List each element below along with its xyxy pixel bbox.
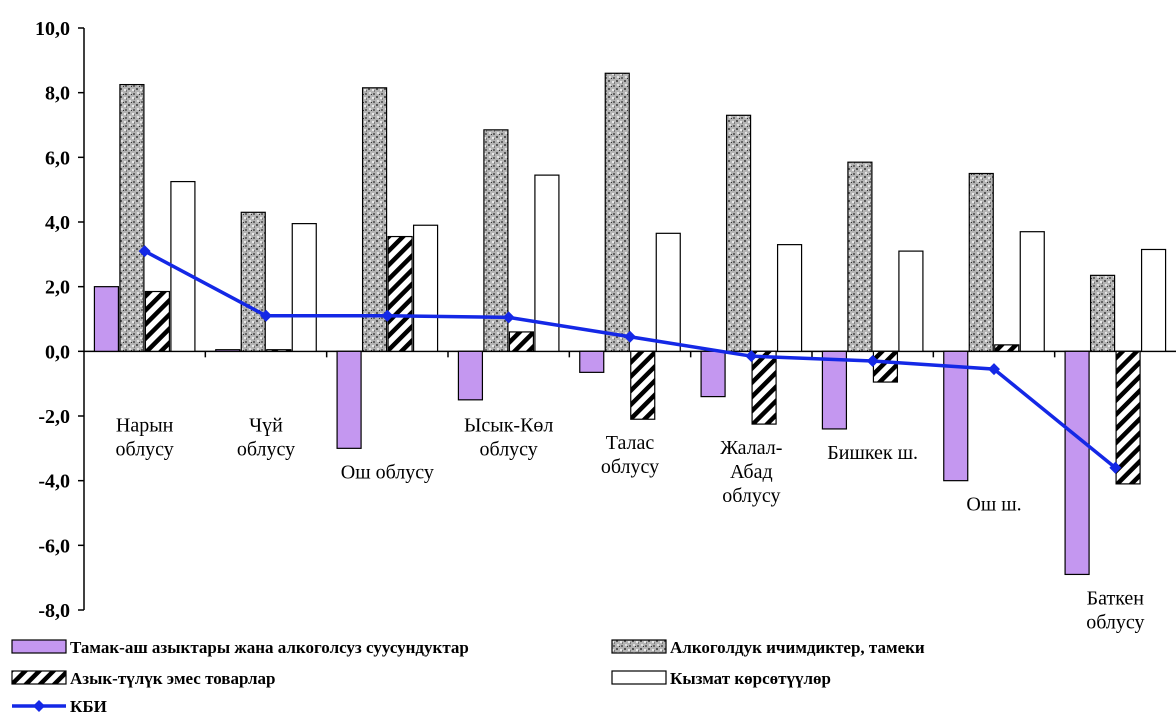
kbi-point <box>624 330 636 343</box>
bar <box>630 350 656 420</box>
category-label-line: облусу <box>722 485 780 507</box>
bar <box>93 286 120 352</box>
y-tick-label: 4,0 <box>45 212 70 234</box>
category-label-line: Жалал- <box>720 437 782 459</box>
bar <box>483 129 509 352</box>
bar <box>776 244 803 352</box>
bar <box>604 72 630 352</box>
kbi-point <box>138 245 151 258</box>
category-label-line: Нарын <box>116 414 174 436</box>
bar <box>968 172 994 352</box>
bar <box>387 235 413 352</box>
legend-label: Азык-түлүк эмес товарлар <box>70 669 276 688</box>
category-label: Бишкек ш. <box>827 442 918 464</box>
y-tick-label: -4,0 <box>38 471 70 493</box>
kbi-point <box>866 355 879 368</box>
y-tick-label: 10,0 <box>35 18 70 40</box>
bar <box>751 350 777 425</box>
category-label: Жалал-Абад облусу <box>720 437 782 507</box>
kbi-point <box>1109 461 1122 474</box>
category-label-line: облусу <box>237 438 295 460</box>
category-label: Чүй облусу <box>237 414 295 460</box>
bar <box>898 250 924 352</box>
bar <box>821 350 848 430</box>
category-label-line: Абад <box>730 461 773 483</box>
category-label: Ысык-Көл облусу <box>464 414 553 460</box>
kbi-point <box>502 311 515 324</box>
bar <box>579 350 605 373</box>
legend-swatch <box>11 639 67 654</box>
bar <box>412 224 439 352</box>
kbi-point <box>260 309 272 322</box>
category-label: Талас облусу <box>601 432 659 478</box>
category-label: Баткен облусу <box>1086 587 1144 633</box>
y-tick-label: 2,0 <box>45 277 70 299</box>
bar <box>847 161 873 352</box>
legend-label: КБИ <box>70 697 107 716</box>
category-label-line: Баткен <box>1087 587 1145 609</box>
bar <box>1019 231 1045 352</box>
bar <box>1115 350 1141 485</box>
kbi-point <box>745 350 758 363</box>
bar <box>1140 248 1167 352</box>
y-tick-label: 8,0 <box>45 83 70 105</box>
category-label-line: облусу <box>1086 611 1144 633</box>
category-label-line: облусу <box>601 456 659 478</box>
category-label: Ош ш. <box>966 494 1021 516</box>
kbi-line <box>138 245 1122 474</box>
category-label-line: облусу <box>480 438 538 460</box>
bar <box>266 349 292 352</box>
legend-label: Тамак-аш азыктары жана алкоголсуз суусун… <box>70 638 469 657</box>
legend-swatch <box>611 670 667 685</box>
y-tick-label: 0,0 <box>45 341 70 363</box>
bar <box>943 350 969 482</box>
category-label-line: Ош ш. <box>966 494 1021 516</box>
bar <box>655 232 681 352</box>
bar <box>994 344 1020 352</box>
category-label-line: облусу <box>116 438 174 460</box>
bar <box>1089 274 1116 352</box>
legend: Тамак-аш азыктары жана алкоголсуз суусун… <box>11 638 925 716</box>
category-label: Нарын облусу <box>116 414 174 460</box>
bar <box>144 290 171 352</box>
kbi-point <box>381 309 394 322</box>
axes: 10,0 8,0 6,0 4,0 2,0 0,0 -2,0 -4,0 -6,0 -8,0 <box>35 18 1176 622</box>
legend-line-marker <box>33 700 45 712</box>
kbi-point <box>988 363 1000 376</box>
bar <box>725 114 752 352</box>
category-label-line: Ош облусу <box>341 461 434 483</box>
bar <box>361 87 388 352</box>
bar <box>700 350 726 398</box>
category-label-line: Ысык-Көл <box>464 414 553 436</box>
bar <box>291 223 317 352</box>
bar <box>457 350 484 401</box>
legend-swatch <box>611 639 667 654</box>
category-label-line: Талас <box>606 432 655 454</box>
bar <box>872 350 899 383</box>
category-label-line: Бишкек ш. <box>827 442 918 464</box>
y-tick-label: -2,0 <box>38 406 70 428</box>
legend-swatch <box>11 670 67 685</box>
bar <box>508 331 535 352</box>
y-tick-label: -6,0 <box>38 535 70 557</box>
legend-label: Алкоголдук ичимдиктер, тамеки <box>670 638 925 657</box>
y-tick-label: -8,0 <box>38 600 70 622</box>
bar <box>336 350 362 449</box>
bar <box>240 211 266 352</box>
legend-label: Кызмат көрсөтүүлөр <box>670 669 831 688</box>
bar <box>215 349 241 352</box>
bar <box>119 83 145 352</box>
y-tick-label: 6,0 <box>45 147 70 169</box>
category-label: Ош облусу <box>341 461 434 483</box>
bar <box>1064 350 1090 576</box>
category-label-line: Чүй <box>249 414 283 436</box>
